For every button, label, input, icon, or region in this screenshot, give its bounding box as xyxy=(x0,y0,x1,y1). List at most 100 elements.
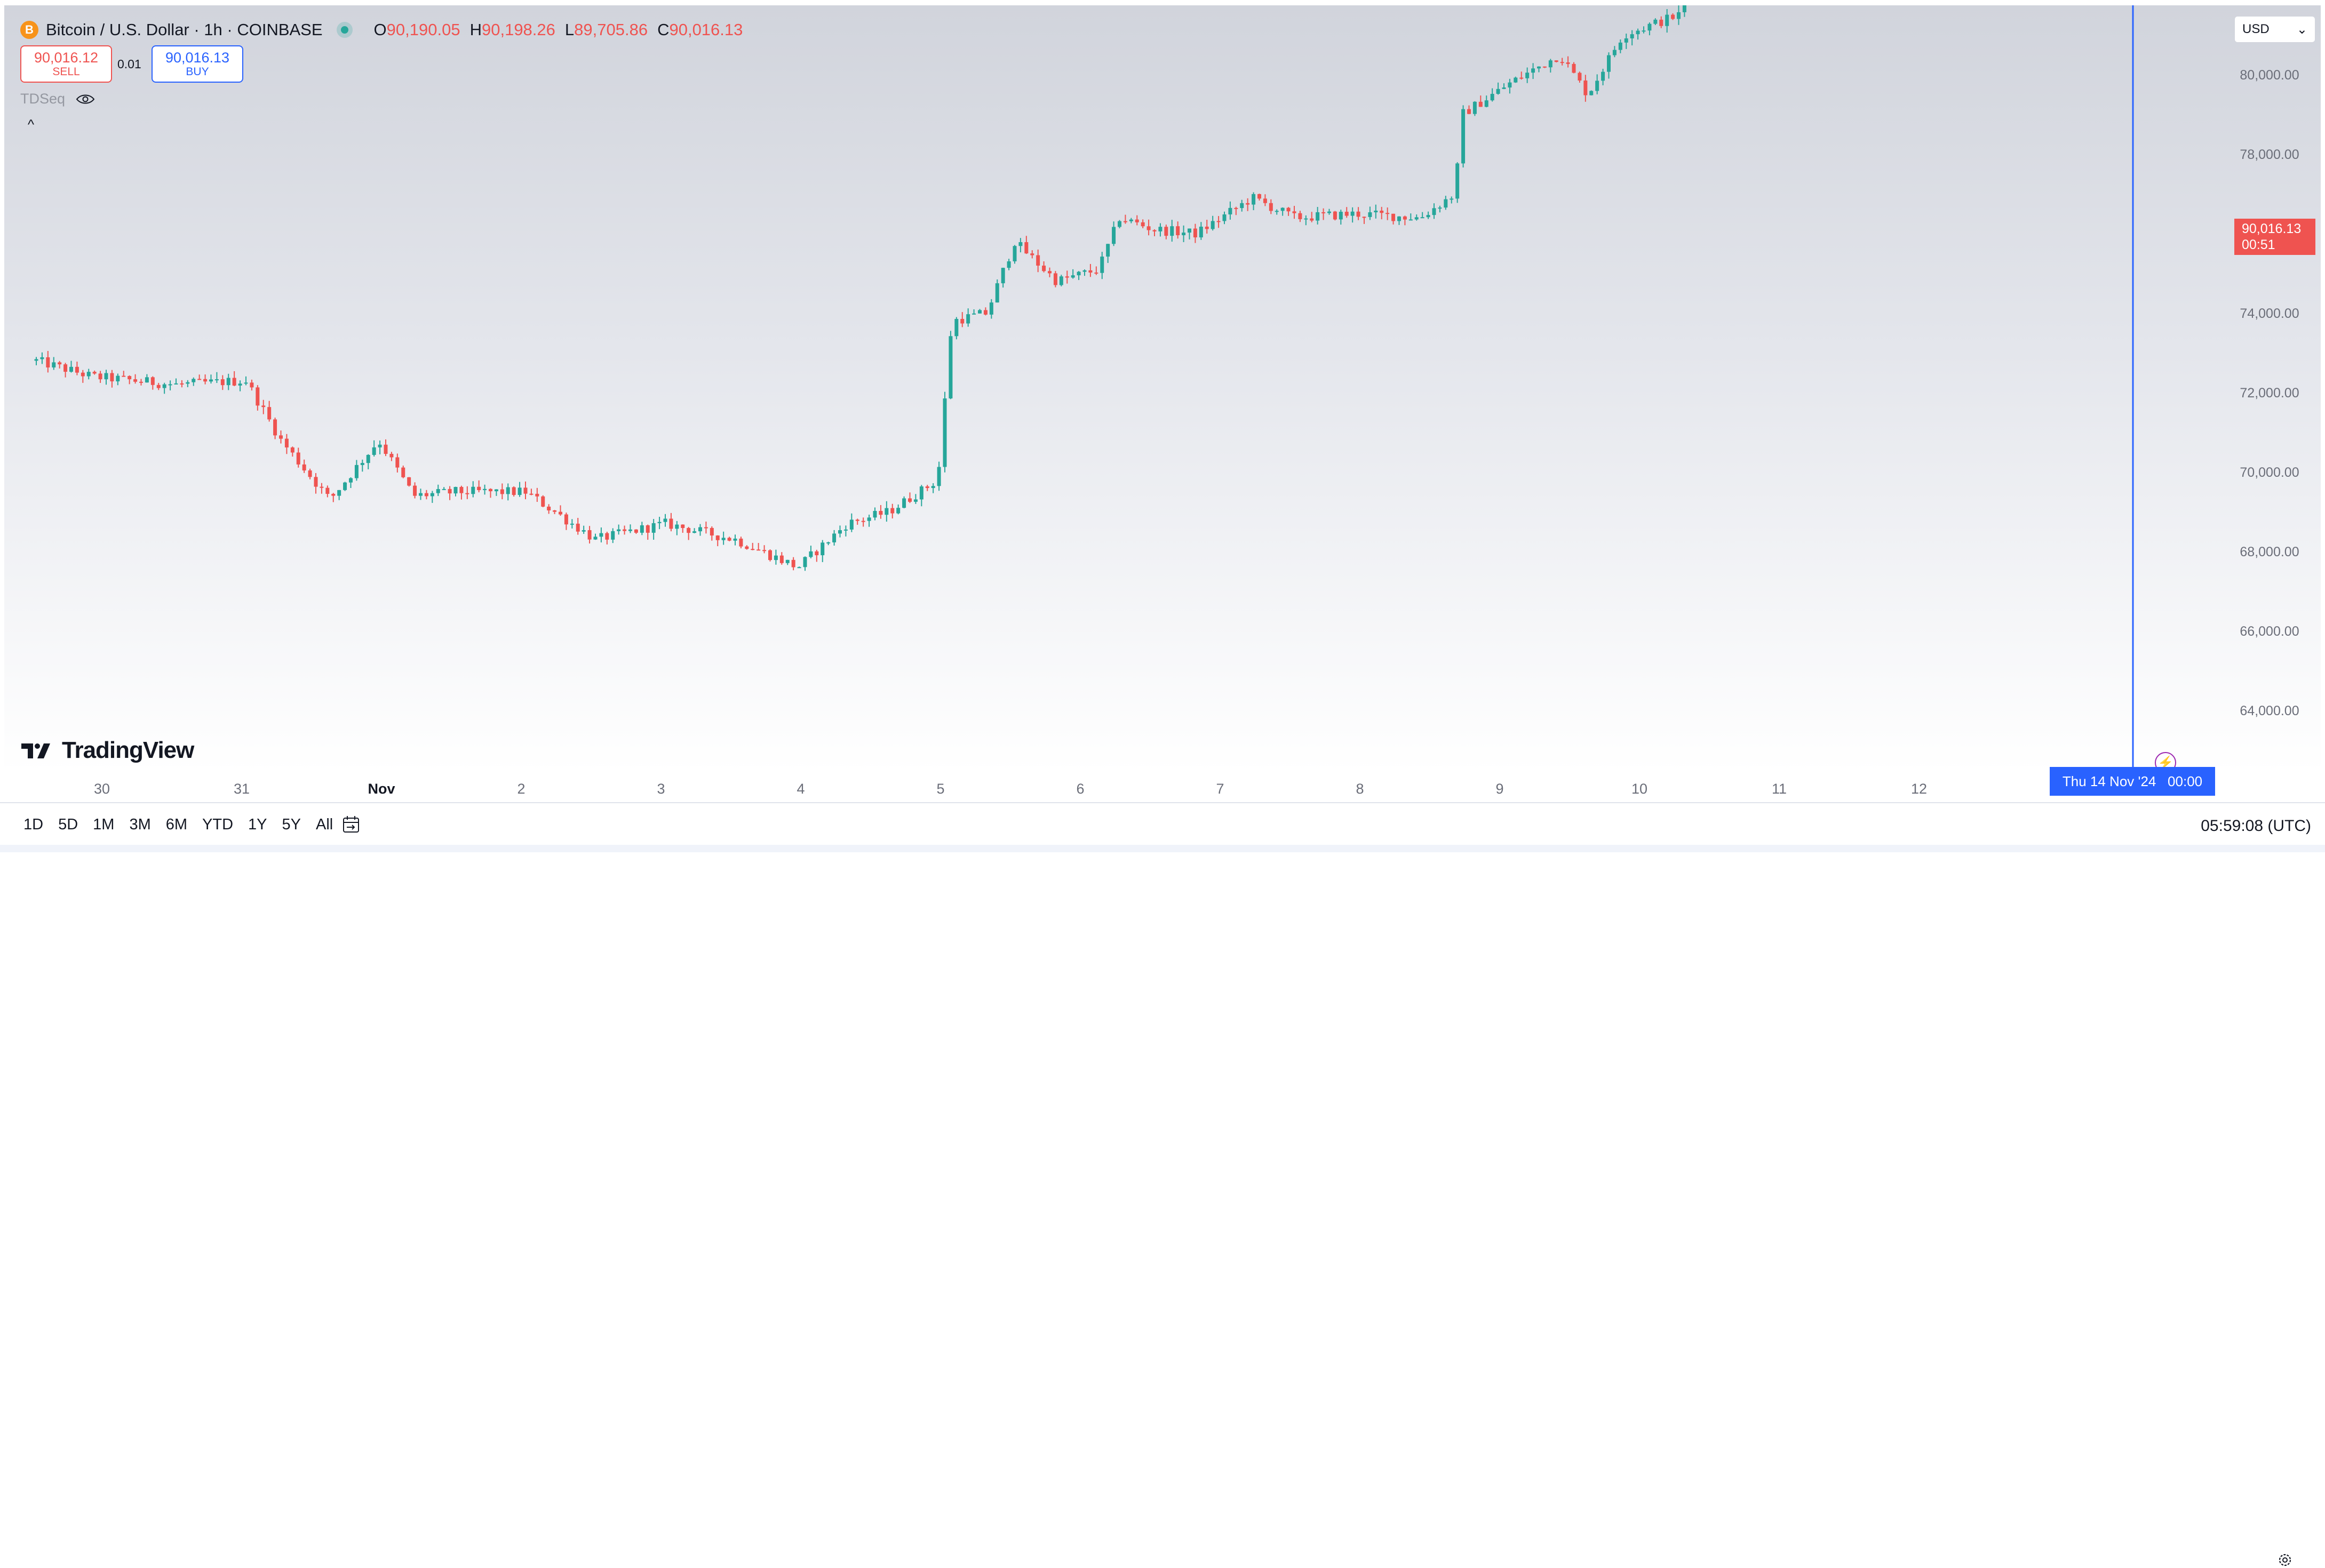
current-price-value: 90,016.13 xyxy=(2242,221,2302,236)
candle-body xyxy=(261,405,266,407)
period-button-5d[interactable]: 5D xyxy=(58,816,78,833)
candle-body xyxy=(634,529,638,533)
candle-body xyxy=(1152,230,1157,231)
period-button-1m[interactable]: 1M xyxy=(93,816,115,833)
candle-body xyxy=(1514,77,1518,83)
candle-body xyxy=(623,529,627,531)
candle-body xyxy=(1548,60,1552,68)
candle-body xyxy=(1368,212,1372,217)
candle-body xyxy=(1572,63,1576,73)
candle-body xyxy=(1426,215,1430,218)
candle-body xyxy=(1467,109,1471,114)
candle-body xyxy=(745,546,749,549)
candle-body xyxy=(471,486,475,494)
candle-body xyxy=(92,372,97,374)
candle-body xyxy=(838,530,842,534)
ohlc-high-value: 90,198.26 xyxy=(481,20,555,39)
time-axis[interactable]: 3031Nov2345678910111213 xyxy=(4,772,2321,1566)
candle-body xyxy=(593,537,598,540)
candle-body xyxy=(710,527,714,536)
candle-body xyxy=(692,531,697,533)
candle-body xyxy=(1100,257,1104,273)
candle-body xyxy=(821,542,825,556)
sell-button[interactable]: 90,016.12 SELL xyxy=(20,45,112,83)
candle-body xyxy=(442,489,446,490)
time-tick-label: 8 xyxy=(1356,781,1364,797)
candle-body xyxy=(86,372,91,377)
candle-body xyxy=(197,379,202,380)
chart-pane[interactable]: 98,000.0096,000.0094,000.0092,000.0090,0… xyxy=(4,5,2321,772)
candle-body xyxy=(687,527,691,533)
utc-clock[interactable]: 05:59:08 (UTC) xyxy=(2201,817,2311,835)
candle-body xyxy=(867,517,871,521)
candle-countdown: 00:51 xyxy=(2242,237,2275,252)
candle-body xyxy=(727,538,731,541)
symbol-title[interactable]: Bitcoin / U.S. Dollar · 1h · COINBASE xyxy=(46,20,323,39)
tradingview-watermark[interactable]: TradingView xyxy=(20,737,194,764)
date-range-icon[interactable] xyxy=(340,814,362,835)
candle-body xyxy=(448,489,452,494)
candle-body xyxy=(861,521,865,522)
candle-body xyxy=(139,381,143,383)
candle-body xyxy=(424,493,428,497)
period-button-1d[interactable]: 1D xyxy=(23,816,44,833)
period-button-ytd[interactable]: YTD xyxy=(202,816,234,833)
candle-body xyxy=(63,364,68,372)
candle-body xyxy=(325,487,330,494)
candle-body xyxy=(617,529,621,531)
candle-body xyxy=(1484,100,1488,107)
period-button-3m[interactable]: 3M xyxy=(129,816,151,833)
candle-body xyxy=(116,375,120,382)
candle-body xyxy=(226,378,230,386)
candle-body xyxy=(1310,218,1314,221)
candle-body xyxy=(1414,217,1419,220)
candle-body xyxy=(1490,93,1494,101)
candle-body xyxy=(715,535,720,540)
candle-body xyxy=(302,464,306,471)
candle-body xyxy=(547,506,551,510)
time-tick-label: 6 xyxy=(1076,781,1085,797)
period-button-1y[interactable]: 1Y xyxy=(248,816,267,833)
candle-body xyxy=(1304,218,1308,220)
candle-body xyxy=(913,499,918,502)
currency-select[interactable]: USD ⌄ xyxy=(2234,16,2315,43)
candle-body xyxy=(1624,38,1628,43)
candle-body xyxy=(978,310,982,314)
candle-body xyxy=(1333,211,1337,220)
candle-body xyxy=(1438,207,1442,209)
period-button-6m[interactable]: 6M xyxy=(165,816,188,833)
candle-body xyxy=(1612,50,1617,55)
period-button-5y[interactable]: 5Y xyxy=(282,816,301,833)
gear-icon[interactable] xyxy=(2277,1552,2293,1568)
candle-body xyxy=(1112,227,1116,244)
candle-body xyxy=(739,538,743,547)
candle-body xyxy=(1583,80,1588,95)
period-button-all[interactable]: All xyxy=(316,816,333,833)
eye-icon[interactable] xyxy=(76,93,95,106)
candle-body xyxy=(506,487,510,494)
buy-button[interactable]: 90,016.13 BUY xyxy=(152,45,243,83)
candle-body xyxy=(943,398,947,467)
candle-body xyxy=(1018,242,1023,246)
candle-body xyxy=(1671,14,1675,19)
candle-body xyxy=(1263,198,1267,203)
candle-body xyxy=(1618,42,1622,50)
price-axis[interactable]: 98,000.0096,000.0094,000.0092,000.0090,0… xyxy=(2240,5,2299,718)
candle-body xyxy=(1595,81,1599,91)
ohlc-open-value: 90,190.05 xyxy=(386,20,460,39)
candle-body xyxy=(1129,219,1133,221)
candle-body xyxy=(267,407,272,420)
candlestick-chart[interactable]: 98,000.0096,000.0094,000.0092,000.0090,0… xyxy=(4,5,2321,772)
price-tick-label: 68,000.00 xyxy=(2240,545,2299,559)
indicator-name[interactable]: TDSeq xyxy=(20,91,66,107)
candle-body xyxy=(1001,268,1005,284)
collapse-legend-button[interactable]: ^ xyxy=(27,116,35,132)
candle-body xyxy=(52,362,56,367)
candle-body xyxy=(168,384,172,386)
candle-body xyxy=(873,510,877,518)
market-status-icon[interactable] xyxy=(340,26,348,34)
candle-body xyxy=(1007,261,1011,268)
candle-body xyxy=(360,463,364,465)
candle-body xyxy=(541,496,545,507)
candle-body xyxy=(890,508,895,514)
